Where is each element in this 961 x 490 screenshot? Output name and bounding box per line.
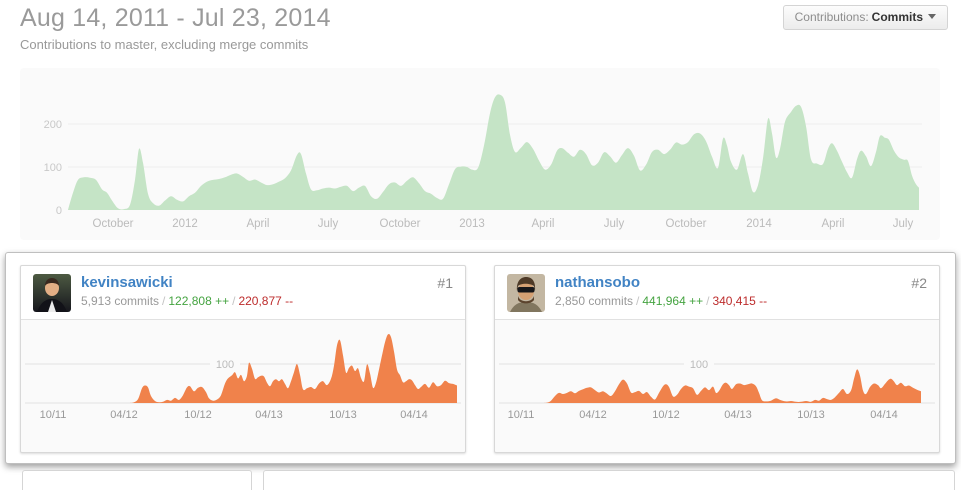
avatar[interactable] <box>507 274 545 312</box>
stats-separator: / <box>232 294 236 308</box>
svg-text:100: 100 <box>216 359 234 371</box>
svg-text:100: 100 <box>690 359 708 371</box>
svg-text:April: April <box>821 218 844 230</box>
svg-text:July: July <box>318 218 339 230</box>
contributor-card-header: nathansobo 2,850 commits/441,964 ++/340,… <box>495 266 939 320</box>
avatar-image-kevinsawicki <box>33 274 71 312</box>
commit-count: 2,850 commits <box>555 294 634 308</box>
svg-text:04/13: 04/13 <box>255 409 283 421</box>
svg-text:04/12: 04/12 <box>110 409 138 421</box>
contributor-card-2: nathansobo 2,850 commits/441,964 ++/340,… <box>494 265 940 453</box>
svg-text:July: July <box>893 218 914 230</box>
rank-badge: #1 <box>437 275 453 291</box>
svg-text:10/13: 10/13 <box>329 409 357 421</box>
master-contributions-panel: October 2012 April July October 2013 April July… <box>20 68 940 240</box>
avatar-image-nathansobo <box>507 274 545 312</box>
dropdown-selected-value: Commits <box>871 10 923 24</box>
svg-text:2013: 2013 <box>459 218 485 230</box>
svg-text:April: April <box>531 218 554 230</box>
contributor-stats: 2,850 commits/441,964 ++/340,415 -- <box>555 294 767 308</box>
svg-text:October: October <box>666 218 707 230</box>
page-title: Aug 14, 2011 - Jul 23, 2014 <box>20 4 331 32</box>
svg-text:10/13: 10/13 <box>797 409 825 421</box>
svg-text:04/14: 04/14 <box>400 409 428 421</box>
contributor-graph-area: 10/11 04/12 10/12 04/13 10/13 04/14 100 <box>495 321 939 454</box>
svg-text:10/11: 10/11 <box>40 409 67 421</box>
contributor-chart-kevinsawicki: 10/11 04/12 10/12 04/13 10/13 04/14 100 <box>25 334 461 421</box>
svg-text:0: 0 <box>56 205 62 217</box>
svg-text:04/14: 04/14 <box>870 409 898 421</box>
stats-separator: / <box>706 294 710 308</box>
contributor-stats: 5,913 commits/122,808 ++/220,877 -- <box>81 294 293 308</box>
svg-text:10/11: 10/11 <box>508 409 535 421</box>
svg-text:October: October <box>380 218 421 230</box>
additions-count: 441,964 ++ <box>642 294 704 308</box>
svg-text:2012: 2012 <box>172 218 198 230</box>
svg-text:2014: 2014 <box>746 218 772 230</box>
dropdown-prefix-label: Contributions: <box>794 10 869 24</box>
username-link[interactable]: nathansobo <box>555 274 640 291</box>
stats-separator: / <box>636 294 640 308</box>
stats-separator: / <box>162 294 166 308</box>
contributor-card-1: kevinsawicki 5,913 commits/122,808 ++/22… <box>20 265 466 453</box>
next-row-card-partial <box>22 470 252 490</box>
svg-text:04/13: 04/13 <box>724 409 752 421</box>
svg-text:100: 100 <box>44 162 62 174</box>
contributor-graph-area: 10/11 04/12 10/12 04/13 10/13 04/14 100 <box>21 321 465 454</box>
svg-text:October: October <box>93 218 134 230</box>
svg-text:April: April <box>246 218 269 230</box>
rank-badge: #2 <box>911 275 927 291</box>
avatar[interactable] <box>33 274 71 312</box>
caret-down-icon <box>928 14 936 19</box>
svg-text:10/12: 10/12 <box>184 409 212 421</box>
svg-text:200: 200 <box>44 119 62 131</box>
username-link[interactable]: kevinsawicki <box>81 274 173 291</box>
deletions-count: 220,877 -- <box>238 294 294 308</box>
next-row-card-partial <box>263 470 955 490</box>
commit-count: 5,913 commits <box>81 294 160 308</box>
svg-text:04/12: 04/12 <box>579 409 607 421</box>
master-contributions-chart: October 2012 April July October 2013 April July… <box>44 94 922 230</box>
svg-text:10/12: 10/12 <box>652 409 680 421</box>
page-subtitle: Contributions to master, excluding merge… <box>20 37 309 52</box>
contributor-card-header: kevinsawicki 5,913 commits/122,808 ++/22… <box>21 266 465 320</box>
additions-count: 122,808 ++ <box>168 294 230 308</box>
contributions-type-dropdown[interactable]: Contributions: Commits <box>782 5 948 30</box>
deletions-count: 340,415 -- <box>712 294 768 308</box>
contributor-chart-nathansobo: 10/11 04/12 10/12 04/13 10/13 04/14 100 <box>499 356 935 421</box>
svg-text:July: July <box>604 218 625 230</box>
